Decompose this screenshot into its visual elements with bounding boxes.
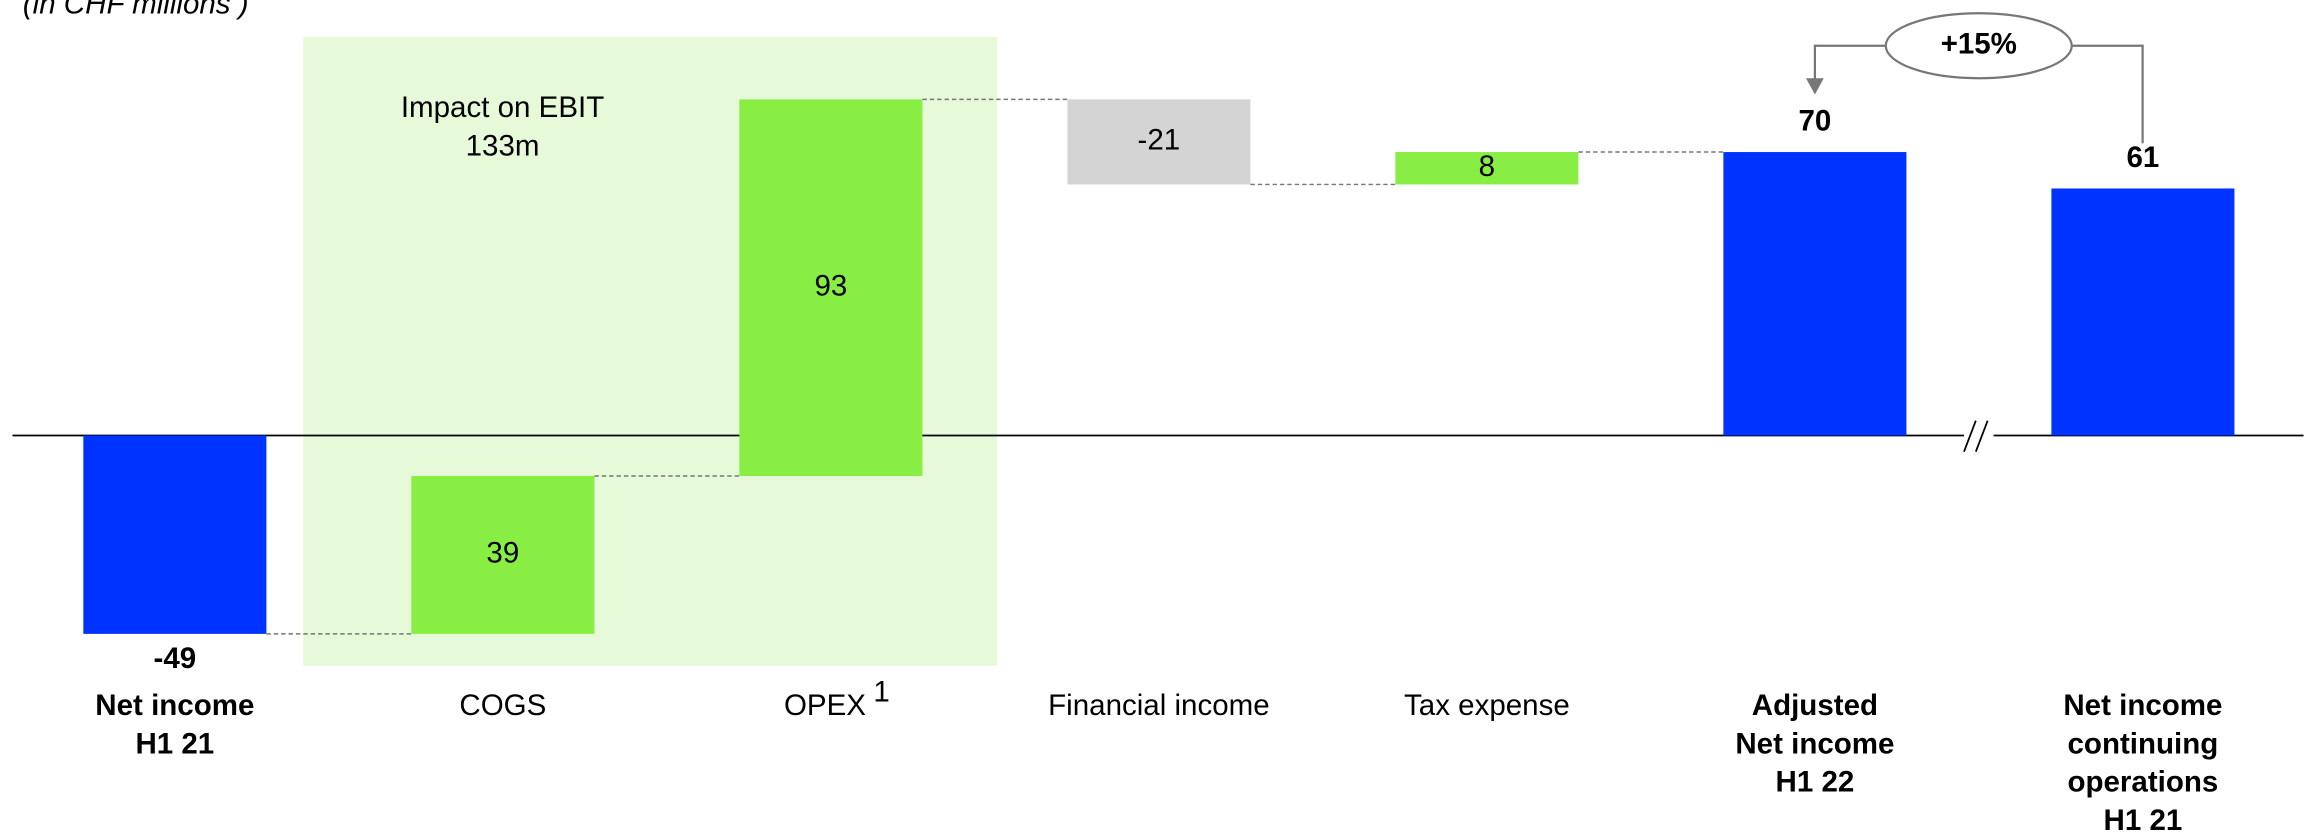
x-tick-label: Adjusted xyxy=(1752,689,1878,722)
x-tick-label: COGS xyxy=(459,689,546,722)
bar xyxy=(1723,152,1907,436)
bar xyxy=(1395,152,1579,185)
x-tick-label: Net income xyxy=(2063,689,2222,722)
x-tick-label: operations xyxy=(2067,766,2218,799)
x-tick-label: H1 21 xyxy=(135,727,214,760)
x-tick-label: H1 22 xyxy=(1776,766,1855,799)
value-label: 93 xyxy=(814,269,847,302)
change-callout xyxy=(1806,12,2144,144)
bar xyxy=(83,435,267,634)
bar xyxy=(411,475,595,634)
value-label: 8 xyxy=(1479,150,1495,183)
x-tick-label: Net income xyxy=(1735,727,1894,760)
x-tick-label: Financial income xyxy=(1048,689,1269,722)
x-tick-label: OPEX xyxy=(784,689,866,722)
value-label: 70 xyxy=(1798,104,1831,137)
x-tick-label: continuing xyxy=(2068,727,2219,760)
x-tick-label: H1 21 xyxy=(2104,804,2183,837)
x-tick-label: Tax expense xyxy=(1404,689,1570,722)
bar xyxy=(739,99,923,476)
annotation: Impact on EBIT xyxy=(401,91,604,124)
value-label: -49 xyxy=(154,642,197,675)
bar xyxy=(2051,188,2235,436)
value-label: 39 xyxy=(486,537,519,570)
x-tick-label: Net income xyxy=(95,689,254,722)
value-label: -21 xyxy=(1138,124,1181,157)
axis-break xyxy=(1963,420,1994,453)
bar xyxy=(1067,99,1251,185)
footnote-mark: 1 xyxy=(873,676,889,709)
change-label: +15% xyxy=(1941,28,2017,61)
chart-title: (in CHF millions ) xyxy=(23,0,249,21)
value-label: 61 xyxy=(2126,141,2159,174)
annotation: 133m xyxy=(466,129,540,162)
